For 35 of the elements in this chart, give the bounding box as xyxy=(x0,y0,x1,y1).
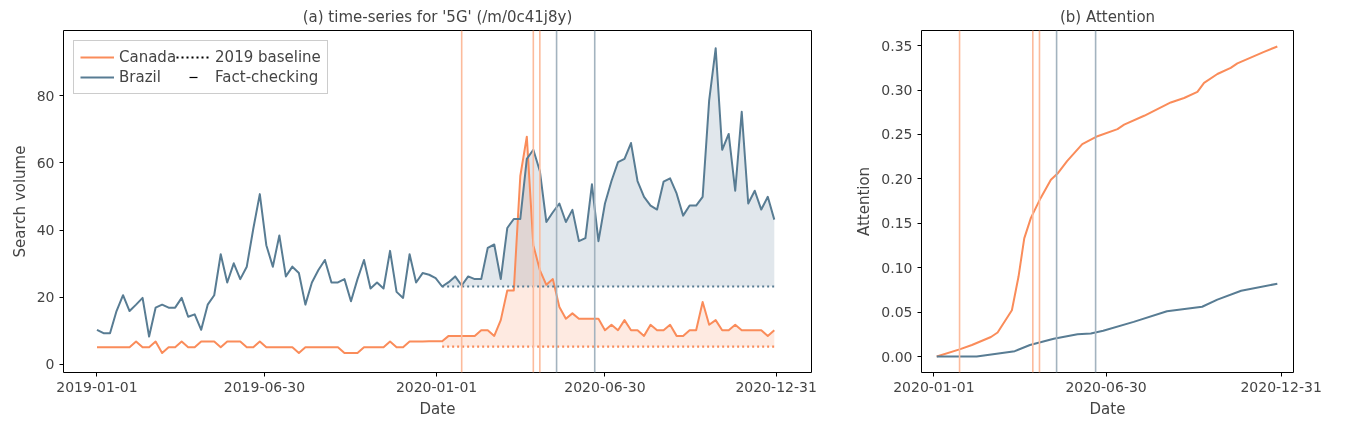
legend-label: Canada xyxy=(119,48,177,66)
y-tick-label: 0.00 xyxy=(881,348,913,365)
x-tick-label: 2020-01-01 xyxy=(395,378,478,395)
y-tick-label: 0.30 xyxy=(881,82,913,99)
x-axis-title: Date xyxy=(1089,399,1126,418)
y-tick-label: 80 xyxy=(36,87,55,104)
line-series xyxy=(935,282,1279,358)
line-series xyxy=(95,135,776,355)
line-series xyxy=(95,47,776,338)
y-tick-label: 60 xyxy=(36,154,55,171)
x-tick-label: 2020-06-30 xyxy=(1065,378,1147,395)
chart-title: (a) time-series for '5G' (/m/0c41j8y) xyxy=(302,7,573,26)
y-tick-label: 20 xyxy=(36,289,55,306)
annotation: Fact-checking xyxy=(215,68,319,86)
y-tick-label: 0.05 xyxy=(881,304,913,321)
y-axis-title: Attention xyxy=(855,166,874,237)
y-tick-label: 40 xyxy=(36,222,55,239)
x-tick-label: 2020-01-01 xyxy=(893,378,975,395)
y-tick-label: 0.35 xyxy=(881,37,913,54)
chart-title: (b) Attention xyxy=(1059,7,1156,26)
y-tick-label: 0.25 xyxy=(881,126,913,143)
x-tick-label: 2019-01-01 xyxy=(56,378,138,395)
legend-label: Brazil xyxy=(119,68,161,86)
y-tick-label: 0.10 xyxy=(881,259,913,276)
x-tick-label: 2019-06-30 xyxy=(223,378,306,395)
x-tick-label: 2020-12-31 xyxy=(735,378,817,395)
line-series xyxy=(935,45,1279,358)
y-axis-title: Search volume xyxy=(10,145,29,258)
y-tick-label: 0.15 xyxy=(881,215,913,232)
x-tick-label: 2020-12-31 xyxy=(1240,378,1322,395)
x-tick-label: 2020-06-30 xyxy=(564,378,646,395)
annotation: 2019 baseline xyxy=(215,48,321,66)
y-tick-label: 0.20 xyxy=(881,170,913,187)
x-axis-title: Date xyxy=(419,399,456,418)
y-tick-label: 0 xyxy=(45,356,55,373)
